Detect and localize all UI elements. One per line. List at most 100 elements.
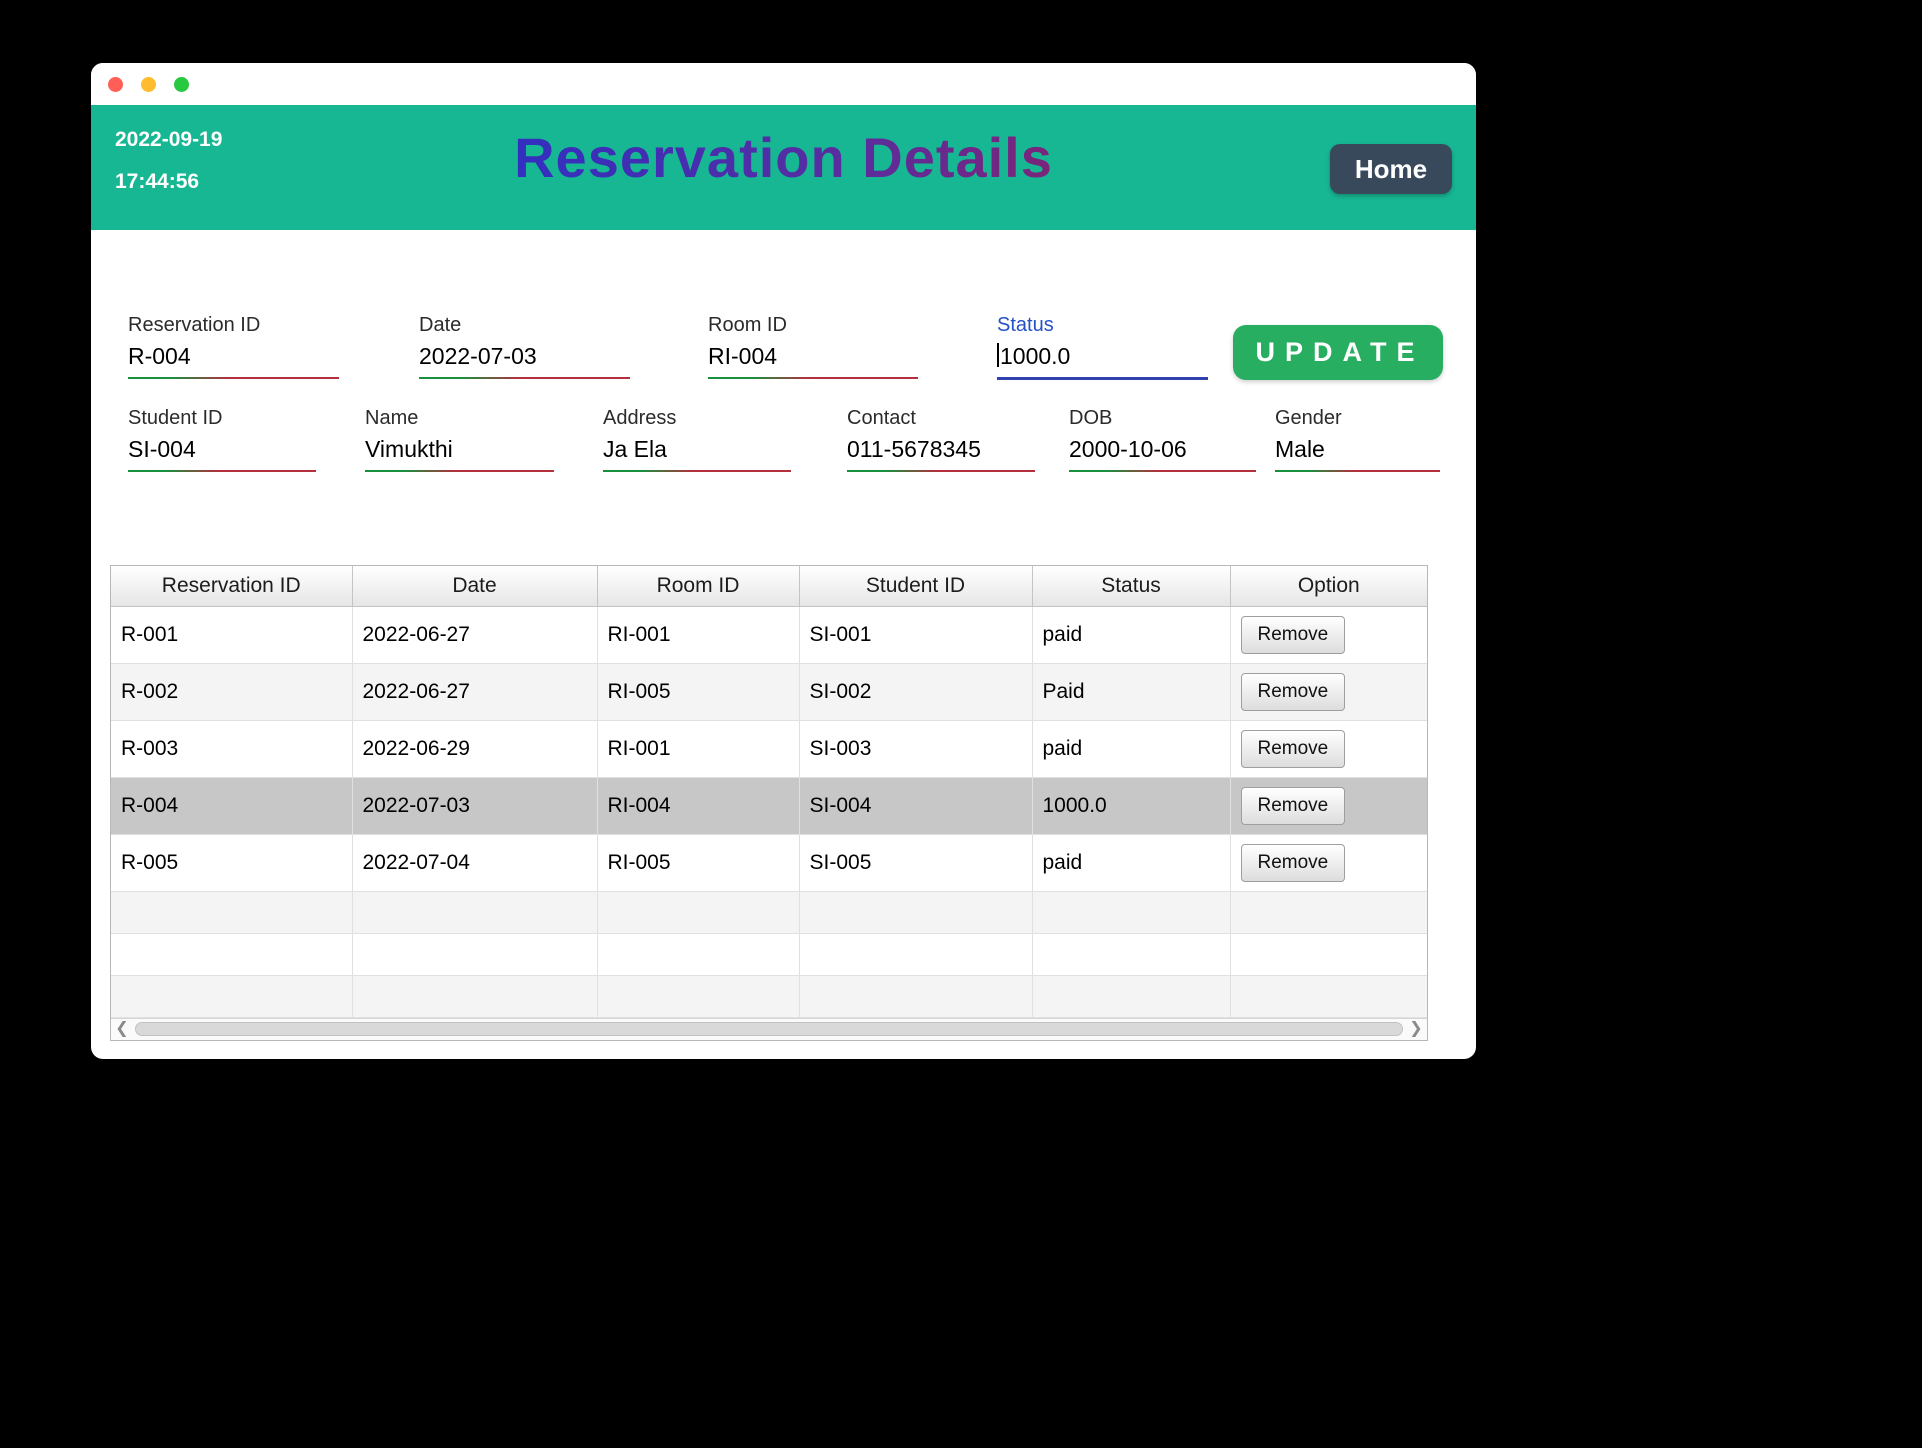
cell-room-id: RI-001 xyxy=(596,719,800,778)
cell-date: 2022-07-04 xyxy=(351,833,598,892)
field-underline xyxy=(603,470,791,472)
update-button[interactable]: UPDATE xyxy=(1233,325,1443,380)
cell-status: paid xyxy=(1031,719,1231,778)
contact-input[interactable]: 011-5678345 xyxy=(847,436,981,462)
table-row[interactable]: R-005 2022-07-04 RI-005 SI-005 paid Remo… xyxy=(111,833,1427,892)
home-button[interactable]: Home xyxy=(1330,144,1452,194)
field-underline xyxy=(708,377,918,379)
field-underline xyxy=(997,377,1208,380)
cell-reservation-id: R-005 xyxy=(111,833,353,892)
header: 2022-09-19 17:44:56 Reservation Details … xyxy=(91,105,1476,230)
cell-date: 2022-06-27 xyxy=(351,662,598,721)
column-header-status[interactable]: Status xyxy=(1031,566,1231,607)
dob-field: DOB 2000-10-06 xyxy=(1069,406,1256,472)
cell-student-id: SI-001 xyxy=(798,605,1033,664)
contact-field: Contact 011-5678345 xyxy=(847,406,1035,472)
reservation-id-input[interactable]: R-004 xyxy=(128,343,191,369)
reservation-table: Reservation ID Date Room ID Student ID S… xyxy=(110,565,1428,1041)
cell-date: 2022-06-29 xyxy=(351,719,598,778)
column-header-reservation-id[interactable]: Reservation ID xyxy=(111,566,353,607)
name-input[interactable]: Vimukthi xyxy=(365,436,453,462)
address-label: Address xyxy=(603,407,677,429)
field-underline xyxy=(365,470,554,472)
cell-status: paid xyxy=(1031,833,1231,892)
horizontal-scrollbar: ❮ ❯ xyxy=(111,1017,1427,1040)
student-id-input[interactable]: SI-004 xyxy=(128,436,196,462)
cell-room-id: RI-004 xyxy=(596,776,800,835)
current-time: 17:44:56 xyxy=(115,171,222,192)
table-row-empty xyxy=(111,974,1427,1018)
name-label: Name xyxy=(365,407,419,429)
table-header-row: Reservation ID Date Room ID Student ID S… xyxy=(111,566,1427,607)
table-row-selected[interactable]: R-004 2022-07-03 RI-004 SI-004 1000.0 Re… xyxy=(111,776,1427,835)
cell-reservation-id: R-002 xyxy=(111,662,353,721)
gender-input[interactable]: Male xyxy=(1275,436,1325,462)
date-field: Date 2022-07-03 xyxy=(419,313,630,379)
scroll-right-icon[interactable]: ❯ xyxy=(1409,1020,1423,1037)
cell-reservation-id: R-003 xyxy=(111,719,353,778)
cell-room-id: RI-005 xyxy=(596,662,800,721)
form-area: Reservation ID R-004 Date 2022-07-03 Roo… xyxy=(91,230,1476,565)
cell-status: 1000.0 xyxy=(1031,776,1231,835)
cell-student-id: SI-003 xyxy=(798,719,1033,778)
scrollbar-thumb[interactable] xyxy=(135,1022,1403,1036)
room-id-label: Room ID xyxy=(708,314,787,336)
cell-reservation-id: R-001 xyxy=(111,605,353,664)
cell-student-id: SI-005 xyxy=(798,833,1033,892)
column-header-room-id[interactable]: Room ID xyxy=(596,566,800,607)
cell-option: Remove xyxy=(1229,662,1427,721)
scroll-left-icon[interactable]: ❮ xyxy=(115,1020,129,1037)
gender-field: Gender Male xyxy=(1275,406,1440,472)
remove-button[interactable]: Remove xyxy=(1240,672,1346,711)
status-input[interactable]: 1000.0 xyxy=(997,341,1208,371)
remove-button[interactable]: Remove xyxy=(1240,843,1346,882)
remove-button[interactable]: Remove xyxy=(1240,615,1346,654)
cell-option: Remove xyxy=(1229,776,1427,835)
table-row[interactable]: R-002 2022-06-27 RI-005 SI-002 Paid Remo… xyxy=(111,662,1427,721)
column-header-date[interactable]: Date xyxy=(351,566,598,607)
current-date: 2022-09-19 xyxy=(115,129,222,150)
cell-room-id: RI-005 xyxy=(596,833,800,892)
cell-student-id: SI-002 xyxy=(798,662,1033,721)
table-row[interactable]: R-001 2022-06-27 RI-001 SI-001 paid Remo… xyxy=(111,605,1427,664)
field-underline xyxy=(128,470,316,472)
reservation-id-label: Reservation ID xyxy=(128,314,261,336)
name-field: Name Vimukthi xyxy=(365,406,554,472)
cell-option: Remove xyxy=(1229,719,1427,778)
reservation-id-field: Reservation ID R-004 xyxy=(128,313,339,379)
status-field: Status 1000.0 xyxy=(997,313,1208,380)
cell-date: 2022-06-27 xyxy=(351,605,598,664)
zoom-button[interactable] xyxy=(174,76,189,92)
address-input[interactable]: Ja Ela xyxy=(603,436,667,462)
column-header-student-id[interactable]: Student ID xyxy=(798,566,1033,607)
student-id-field: Student ID SI-004 xyxy=(128,406,316,472)
contact-label: Contact xyxy=(847,407,916,429)
cell-room-id: RI-001 xyxy=(596,605,800,664)
cell-option: Remove xyxy=(1229,833,1427,892)
field-underline xyxy=(847,470,1035,472)
field-underline xyxy=(128,377,339,379)
room-id-input[interactable]: RI-004 xyxy=(708,343,778,369)
minimize-button[interactable] xyxy=(141,76,156,92)
date-label: Date xyxy=(419,314,462,336)
column-header-option[interactable]: Option xyxy=(1229,566,1427,607)
table-row[interactable]: R-003 2022-06-29 RI-001 SI-003 paid Remo… xyxy=(111,719,1427,778)
app-window: 2022-09-19 17:44:56 Reservation Details … xyxy=(91,63,1476,1059)
date-input[interactable]: 2022-07-03 xyxy=(419,343,537,369)
status-label: Status xyxy=(997,314,1054,336)
remove-button[interactable]: Remove xyxy=(1240,786,1346,825)
cell-status: Paid xyxy=(1031,662,1231,721)
address-field: Address Ja Ela xyxy=(603,406,791,472)
cell-date: 2022-07-03 xyxy=(351,776,598,835)
page-title: Reservation Details xyxy=(91,125,1476,190)
field-underline xyxy=(419,377,630,379)
cell-student-id: SI-004 xyxy=(798,776,1033,835)
dob-input[interactable]: 2000-10-06 xyxy=(1069,436,1187,462)
table-row-empty xyxy=(111,932,1427,976)
field-underline xyxy=(1069,470,1256,472)
dob-label: DOB xyxy=(1069,407,1113,429)
table-row-empty xyxy=(111,890,1427,934)
room-id-field: Room ID RI-004 xyxy=(708,313,918,379)
close-button[interactable] xyxy=(108,76,123,92)
remove-button[interactable]: Remove xyxy=(1240,729,1346,768)
